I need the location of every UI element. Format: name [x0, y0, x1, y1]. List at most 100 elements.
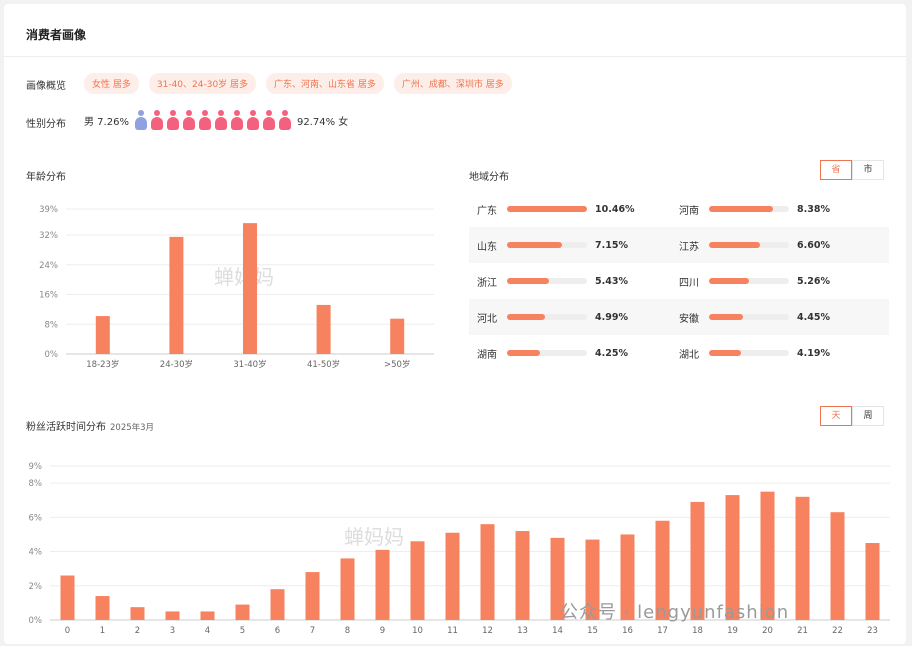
x-tick-label: 10: [412, 626, 423, 636]
x-tick-label: 5: [240, 626, 245, 636]
overview-tag: 31-40、24-30岁 居多: [148, 73, 257, 94]
bar-15: [585, 539, 600, 620]
female-person-icon: [230, 110, 243, 130]
region-item: 湖北 4.19%: [671, 346, 871, 361]
region-value: 8.38%: [797, 203, 830, 215]
title-divider: [4, 56, 906, 57]
region-name: 湖南: [477, 349, 497, 361]
female-percentage: 92.74% 女: [296, 116, 349, 128]
toggle-week[interactable]: 周: [852, 406, 884, 426]
x-tick-label: 23: [867, 626, 878, 636]
region-bar-track: [709, 350, 789, 356]
region-row: 河北 4.99% 安徽 4.45%: [469, 299, 889, 335]
region-bar-track: [709, 242, 789, 248]
bar-5: [235, 604, 250, 620]
bar-20: [760, 491, 775, 620]
x-tick-label: 7: [310, 626, 315, 636]
x-tick-label: 13: [517, 626, 528, 636]
region-row: 山东 7.15% 江苏 6.60%: [469, 227, 889, 263]
x-tick-label: 22: [832, 626, 843, 636]
activity-subtitle: 2025年3月: [110, 423, 155, 433]
region-bar-fill: [507, 206, 587, 212]
female-person-icon: [182, 110, 195, 130]
bar-2: [130, 607, 145, 620]
activity-toggle: 天 周: [820, 406, 884, 426]
x-tick-label: 24-30岁: [160, 359, 193, 370]
region-value: 4.99%: [595, 311, 628, 323]
region-item: 山东 7.15%: [469, 238, 669, 253]
x-tick-label: 14: [552, 626, 563, 636]
region-bar-track: [507, 242, 587, 248]
female-person-icon: [246, 110, 259, 130]
region-item: 安徽 4.45%: [671, 310, 871, 325]
bar-41-50岁: [316, 304, 331, 354]
region-name: 四川: [679, 277, 699, 289]
region-bar-fill: [709, 278, 750, 284]
y-tick-label: 2%: [29, 582, 43, 592]
region-value: 6.60%: [797, 239, 830, 251]
region-value: 7.15%: [595, 239, 628, 251]
overview-tag: 广州、成都、深圳市 居多: [393, 73, 512, 94]
y-tick-label: 8%: [45, 320, 59, 330]
x-tick-label: 8: [345, 626, 350, 636]
female-person-icon: [262, 110, 275, 130]
bar-12: [480, 524, 495, 620]
region-name: 江苏: [679, 241, 699, 253]
card-title: 消费者画像: [26, 28, 87, 42]
region-bar-track: [709, 314, 789, 320]
female-person-icon: [150, 110, 163, 130]
x-tick-label: 3: [170, 626, 175, 636]
male-percentage: 男 7.26%: [84, 116, 129, 128]
region-bar-track: [507, 350, 587, 356]
activity-section-title: 粉丝活跃时间分布 2025年3月: [26, 418, 154, 433]
overview-tag: 女性 居多: [84, 73, 139, 94]
female-person-icon: [278, 110, 291, 130]
y-tick-label: 6%: [29, 513, 43, 523]
region-bar-fill: [709, 206, 774, 212]
x-tick-label: 31-40岁: [233, 359, 266, 370]
region-row: 湖南 4.25% 湖北 4.19%: [469, 335, 889, 371]
bar-18-23岁: [95, 316, 110, 354]
x-tick-label: 19: [727, 626, 738, 636]
y-tick-label: 0%: [45, 350, 59, 360]
toggle-province[interactable]: 省: [820, 160, 852, 180]
region-bar-fill: [709, 350, 741, 356]
chart-logo-watermark: 蝉妈妈: [344, 525, 404, 549]
region-name: 山东: [477, 241, 497, 253]
region-bar-fill: [507, 278, 549, 284]
male-person-icon: [134, 110, 147, 130]
y-tick-label: 24%: [39, 261, 58, 271]
x-tick-label: 0: [65, 626, 70, 636]
consumer-profile-card: 消费者画像 画像概览 女性 居多 31-40、24-30岁 居多 广东、河南、山…: [4, 4, 906, 644]
y-tick-label: 4%: [29, 548, 43, 558]
bar-4: [200, 611, 215, 620]
overview-tags: 女性 居多 31-40、24-30岁 居多 广东、河南、山东省 居多 广州、成都…: [84, 73, 512, 94]
x-tick-label: 4: [205, 626, 210, 636]
bar-21: [795, 496, 810, 620]
bar-17: [655, 520, 670, 620]
bar-9: [375, 549, 390, 620]
x-tick-label: 6: [275, 626, 280, 636]
x-tick-label: 18: [692, 626, 703, 636]
bar-10: [410, 541, 425, 620]
bar-13: [515, 531, 530, 620]
x-tick-label: 11: [447, 626, 458, 636]
x-tick-label: 9: [380, 626, 385, 636]
x-tick-label: 1: [100, 626, 105, 636]
gender-label: 性别分布: [26, 119, 66, 130]
x-tick-label: 18-23岁: [86, 359, 119, 370]
region-item: 四川 5.26%: [671, 274, 871, 289]
bar-23: [865, 543, 880, 620]
y-tick-label: 16%: [39, 291, 58, 301]
x-tick-label: 17: [657, 626, 668, 636]
x-tick-label: 20: [762, 626, 773, 636]
overview-label: 画像概览: [26, 81, 66, 92]
bar-8: [340, 558, 355, 620]
region-bar-fill: [709, 242, 760, 248]
region-item: 湖南 4.25%: [469, 346, 669, 361]
toggle-day[interactable]: 天: [820, 406, 852, 426]
region-bar-track: [709, 206, 789, 212]
toggle-city[interactable]: 市: [852, 160, 884, 180]
region-item: 河北 4.99%: [469, 310, 669, 325]
